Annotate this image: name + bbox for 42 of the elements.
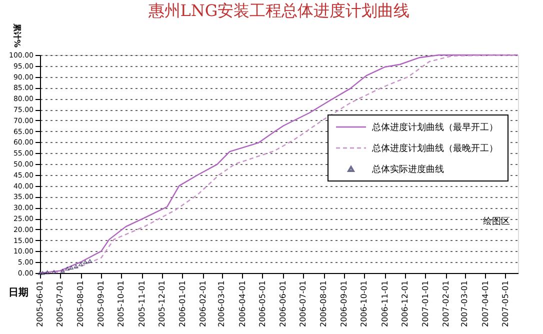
chart-title: 惠州LNG安装工程总体进度计划曲线	[147, 0, 410, 20]
point	[88, 259, 92, 263]
x-tick-label: 2005-09-01	[96, 280, 106, 327]
x-tick-label: 2006-03-01	[217, 280, 226, 327]
x-tick-label: 2006-01-01	[178, 280, 187, 327]
point	[83, 260, 88, 264]
point	[40, 271, 45, 275]
point	[65, 266, 70, 271]
x-tick-label: 2006-10-01	[360, 280, 369, 327]
x-tick-label: 2007-01-01	[420, 280, 430, 327]
x-tick-label: 2007-03-01	[460, 280, 470, 327]
x-tick-label: 2005-11-01	[137, 280, 146, 327]
x-tick-label: 2007-05-01	[500, 280, 510, 327]
x-tick-label: 2005-07-01	[55, 280, 64, 327]
x-tick-label: 2006-11-01	[380, 280, 390, 327]
point	[52, 270, 56, 274]
x-tick-label: 2005-08-01	[76, 280, 86, 327]
point	[38, 271, 42, 275]
point	[78, 262, 83, 266]
x-tick-label: 2007-04-01	[480, 280, 490, 327]
point	[45, 270, 50, 274]
legend-label: 总体进度计划曲线（最晚开工）	[371, 143, 498, 154]
x-tick-label: 2006-04-01	[238, 280, 247, 327]
point	[60, 268, 65, 273]
x-tick-label: 2006-08-01	[319, 280, 328, 327]
x-tick-label: 2006-05-01	[258, 280, 267, 327]
x-tick-label: 2006-09-01	[340, 280, 349, 327]
point	[74, 264, 78, 268]
x-tick-label: 2006-06-01	[278, 280, 288, 327]
annotation: 绘图区	[483, 216, 510, 227]
point	[69, 266, 74, 270]
x-tick-label: 2006-12-01	[400, 280, 410, 327]
legend-label: 总体进度计划曲线（最早开工）	[371, 122, 498, 133]
x-tick-label: 2005-06-01	[36, 280, 44, 327]
x-tick-label: 2007-02-01	[442, 280, 451, 327]
x-tick-label: 2006-07-01	[298, 280, 308, 327]
y-axis-title: 累计%	[12, 22, 22, 48]
x-tick-label: 2005-12-01	[157, 280, 166, 327]
x-tick-label: 2005-10-01	[116, 280, 126, 327]
x-axis-title: 日期	[8, 286, 28, 298]
x-tick-label: 2006-02-01	[198, 280, 208, 327]
legend-label: 总体实际进度曲线	[371, 164, 444, 175]
